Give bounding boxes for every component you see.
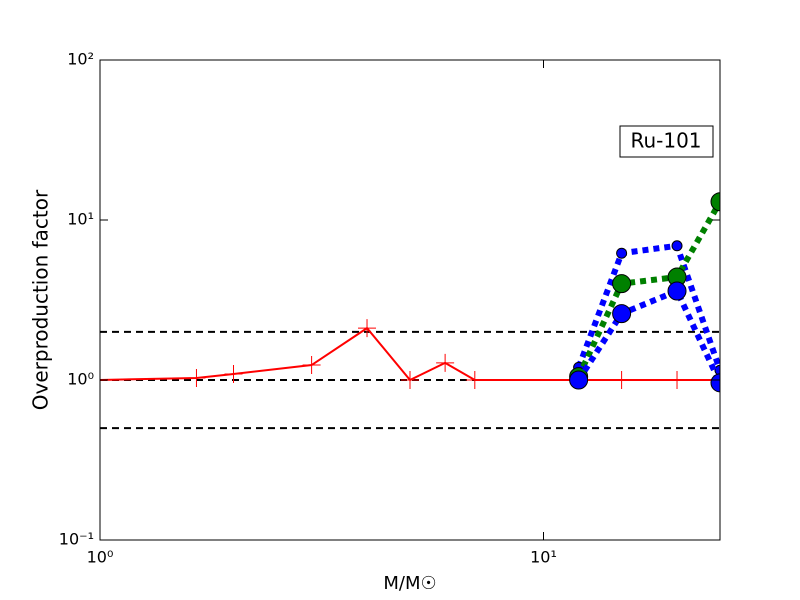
point-marker <box>612 304 632 324</box>
point-marker <box>224 365 243 384</box>
axes-frame <box>99 59 721 541</box>
y-tick-label: 10² <box>67 50 94 69</box>
y-axis-label: Overproduction factor <box>29 189 53 410</box>
point-marker <box>187 368 206 387</box>
point-marker <box>302 356 321 375</box>
point-marker <box>668 371 687 389</box>
x-tick-label: 10⁰ <box>87 548 114 567</box>
y-tick-label: 10¹ <box>67 210 94 229</box>
point-marker <box>667 281 687 301</box>
point-marker <box>612 274 632 294</box>
point-marker <box>710 373 720 393</box>
series-line <box>576 287 720 385</box>
point-marker <box>616 247 628 259</box>
point-marker <box>465 371 484 389</box>
point-marker <box>436 353 455 372</box>
x-axis-label: M/M☉ <box>383 573 436 594</box>
plot-area <box>100 60 720 540</box>
point-marker <box>612 371 631 389</box>
point-marker <box>401 371 419 389</box>
annotation: Ru-101 <box>630 129 701 153</box>
point-marker <box>569 370 589 390</box>
series-line <box>100 326 720 382</box>
plot-layer <box>100 192 720 430</box>
x-tick-label: 10¹ <box>530 548 557 567</box>
annotation-box <box>619 125 714 158</box>
point-marker <box>671 240 683 252</box>
series-line <box>575 242 720 372</box>
y-tick-label: 10⁰ <box>67 370 94 389</box>
y-tick-label: 10⁻¹ <box>59 530 94 549</box>
series-line <box>575 200 720 378</box>
point-marker <box>358 319 377 338</box>
point-marker <box>710 192 720 212</box>
